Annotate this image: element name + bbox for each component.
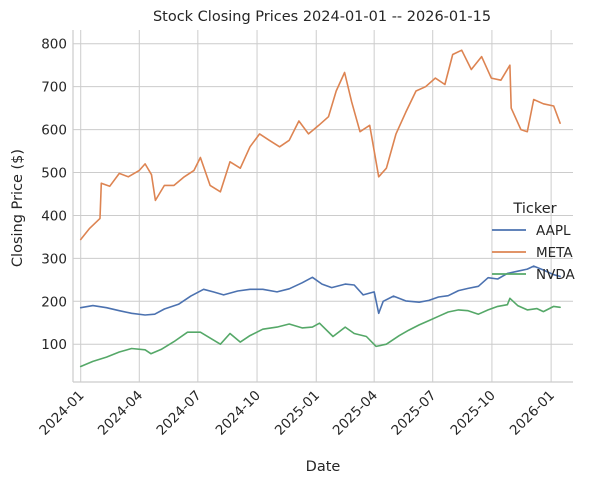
y-tick-label: 600 — [41, 123, 67, 139]
legend-title: Ticker — [512, 201, 556, 217]
x-tick-label: 2026-01 — [507, 388, 558, 439]
series-line-nvda — [79, 297, 561, 368]
x-tick-label: 2025-04 — [330, 388, 381, 439]
x-tick-label: 2024-10 — [213, 388, 264, 439]
x-tick-label: 2024-07 — [153, 388, 204, 439]
y-tick-label: 100 — [41, 337, 67, 353]
axes — [72, 30, 573, 383]
y-tick-label: 400 — [41, 208, 67, 224]
y-axis-label: Closing Price ($) — [10, 149, 26, 267]
chart-title: Stock Closing Prices 2024-01-01 -- 2026-… — [153, 9, 491, 25]
series-line-aapl — [79, 265, 561, 316]
y-tick-label: 500 — [41, 166, 67, 182]
x-tick-label: 2025-07 — [388, 388, 439, 439]
x-tick-labels: 2024-01 2024-04 2024-07 2024-10 2025-01 2025-… — [36, 388, 558, 439]
legend-label-aapl: AAPL — [536, 223, 571, 239]
legend-label-meta: META — [536, 245, 573, 261]
legend: Ticker AAPL META NVDA — [492, 201, 575, 283]
y-tick-labels: 100 200 300 400 500 600 700 800 — [41, 37, 67, 353]
series-lines — [79, 49, 561, 368]
x-axis-label: Date — [306, 459, 341, 475]
legend-label-nvda: NVDA — [536, 267, 575, 283]
x-tick-label: 2024-01 — [36, 388, 87, 439]
y-tick-label: 700 — [41, 80, 67, 96]
y-tick-label: 300 — [41, 251, 67, 267]
x-tick-label: 2024-04 — [95, 388, 146, 439]
x-tick-label: 2025-10 — [448, 388, 499, 439]
x-tick-label: 2025-01 — [272, 388, 323, 439]
y-tick-label: 800 — [41, 37, 67, 53]
series-line-meta — [79, 49, 561, 241]
y-tick-label: 200 — [41, 294, 67, 310]
gridlines — [73, 30, 573, 382]
